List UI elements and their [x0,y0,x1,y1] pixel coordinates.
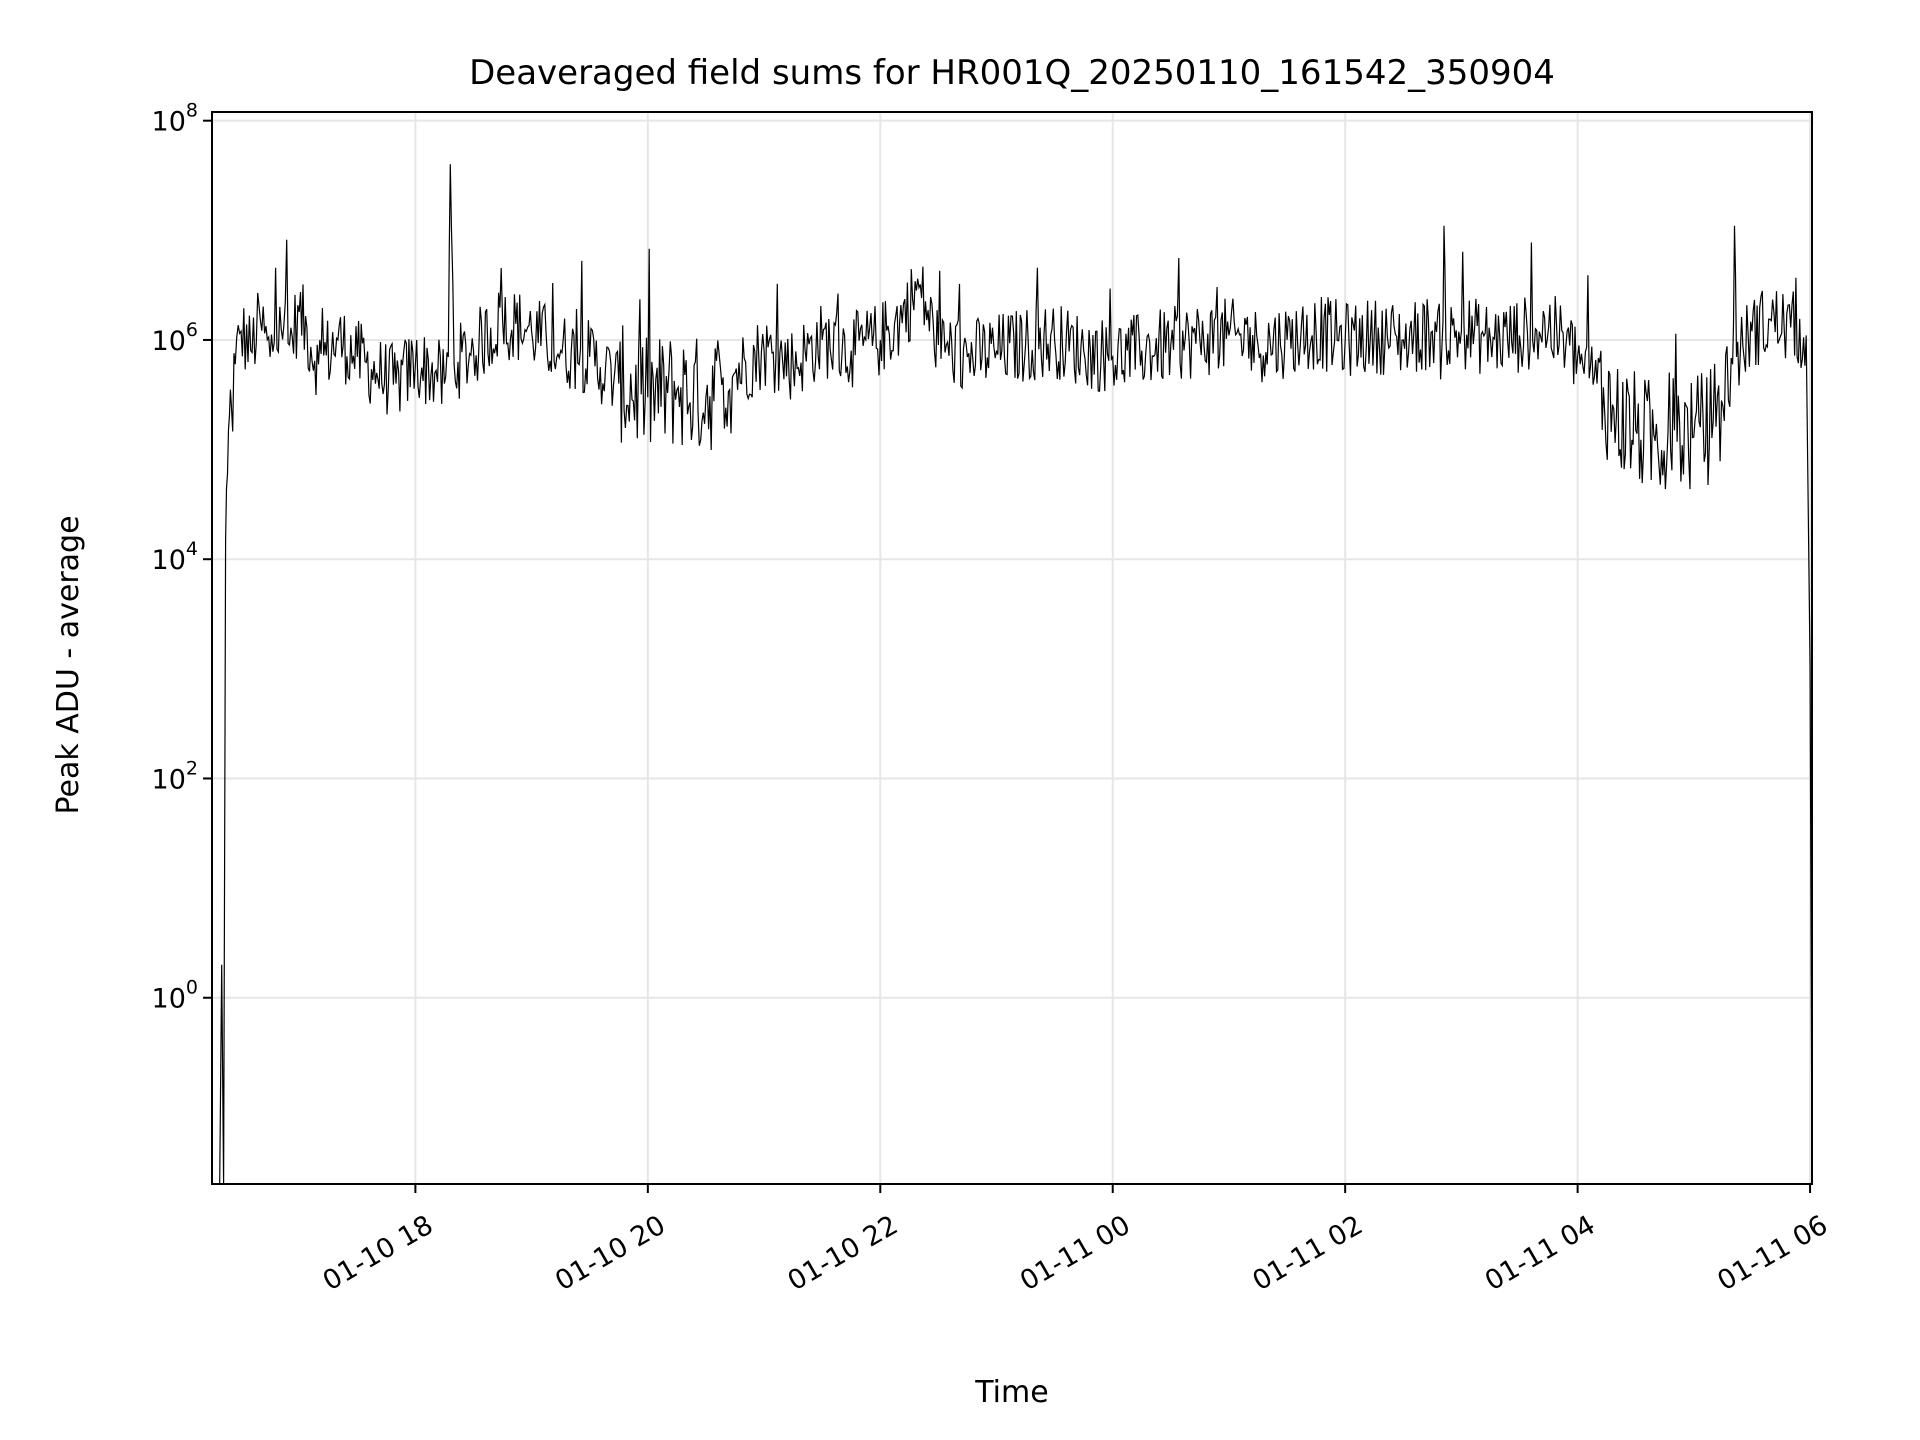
chart-title: Deaveraged field sums for HR001Q_2025011… [469,53,1555,93]
x-axis-label: Time [974,1375,1048,1410]
plot-area-frame [211,111,1813,1185]
y-tick-label: 102 [152,757,198,795]
y-tick-label: 104 [152,538,198,576]
y-tick-label: 108 [152,100,198,138]
series-line [219,164,1813,1185]
y-tick-label: 106 [152,319,198,357]
y-axis-ticks: 100 102 104 106 108 [152,100,212,1015]
y-tick-label: 100 [152,977,198,1015]
series-line-group [219,164,1813,1185]
y-axis-label: Peak ADU - average [51,515,86,814]
